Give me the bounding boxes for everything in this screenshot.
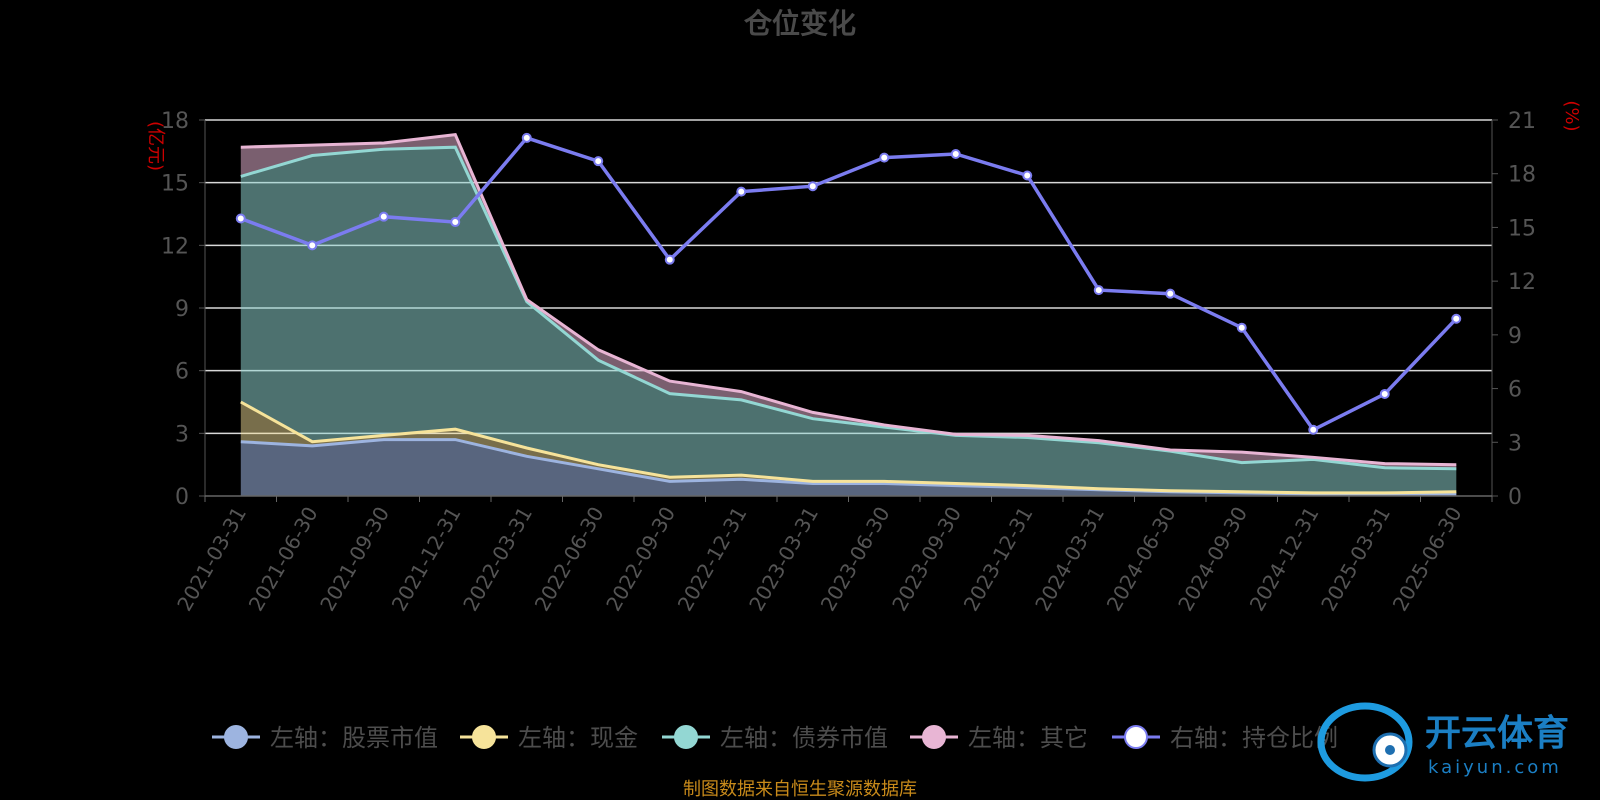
x-tick-label: 2024-03-31: [1030, 503, 1109, 616]
area-0: [240, 439, 1457, 496]
x-tick-label: 2021-12-31: [387, 503, 466, 616]
legend-marker: [674, 725, 698, 749]
ratio-point: [450, 217, 461, 228]
x-tick-label: 2021-03-31: [172, 503, 251, 616]
x-tick-label: 2024-06-30: [1102, 503, 1181, 616]
stacked-areas: [240, 134, 1457, 496]
legend-marker: [922, 725, 946, 749]
legend-label: 左轴：债券市值: [720, 724, 888, 752]
ratio-point: [950, 149, 961, 160]
ratio-point: [664, 254, 675, 265]
left-axis-unit: (亿元): [145, 121, 166, 171]
ratio-point: [1093, 285, 1104, 296]
watermark-sub: kaiyun.com: [1428, 757, 1562, 778]
area-line-3: [240, 132, 1457, 467]
left-tick-label: 6: [175, 360, 189, 385]
ratio-point: [879, 152, 890, 163]
ratio-point: [1308, 424, 1319, 435]
legend-item-1[interactable]: 左轴：现金: [460, 724, 638, 752]
legend-item-4[interactable]: 右轴：持仓比例: [1112, 724, 1338, 752]
ratio-point: [235, 213, 246, 224]
left-tick-label: 0: [175, 485, 189, 510]
legend[interactable]: 左轴：股票市值 左轴：现金 左轴：债券市值 左轴：其它 右轴：持仓比例: [212, 724, 1338, 752]
ratio-point: [1165, 288, 1176, 299]
area-2: [240, 147, 1457, 493]
ratio-point: [593, 156, 604, 167]
legend-label: 左轴：其它: [968, 724, 1088, 752]
ratio-point: [1451, 313, 1462, 324]
legend-marker: [1124, 725, 1148, 749]
right-tick-label: 9: [1508, 324, 1522, 349]
watermark-text: 开云体育: [1425, 713, 1569, 754]
right-axis-unit: (%): [1561, 100, 1582, 131]
ratio-points: [235, 132, 1462, 435]
legend-item-0[interactable]: 左轴：股票市值: [212, 724, 438, 752]
right-tick-label: 6: [1508, 378, 1522, 403]
watermark-logo: 开云体育 kaiyun.com: [1317, 702, 1569, 782]
ratio-point: [378, 211, 389, 222]
x-tick-label: 2023-06-30: [816, 503, 895, 616]
right-tick-label: 12: [1508, 270, 1536, 295]
right-tick-label: 21: [1508, 109, 1536, 134]
left-tick-label: 12: [161, 234, 189, 259]
left-tick-label: 9: [175, 297, 189, 322]
x-tick-label: 2022-03-31: [458, 503, 537, 616]
area-line-1: [240, 400, 1457, 495]
x-tick-label: 2021-09-30: [315, 503, 394, 616]
legend-marker: [472, 725, 496, 749]
ratio-point: [736, 186, 747, 197]
series-lines: [240, 132, 1458, 496]
ratio-line: [240, 135, 1458, 433]
ratio-point: [807, 181, 818, 192]
x-tick-label: 2024-12-31: [1245, 503, 1324, 616]
x-tick-label: 2021-06-30: [244, 503, 323, 616]
x-tick-label: 2022-09-30: [601, 503, 680, 616]
ratio-point: [1236, 322, 1247, 333]
right-tick-label: 0: [1508, 485, 1522, 510]
left-tick-label: 15: [161, 172, 189, 197]
ratio-point: [521, 132, 532, 143]
x-tick-label: 2023-12-31: [959, 503, 1038, 616]
x-tick-label: 2024-09-30: [1173, 503, 1252, 616]
ratio-point: [307, 240, 318, 251]
ratio-point: [1022, 170, 1033, 181]
legend-label: 左轴：现金: [518, 724, 638, 752]
right-tick-label: 15: [1508, 216, 1536, 241]
area-line-2: [240, 145, 1457, 471]
x-tick-label: 2022-06-30: [530, 503, 609, 616]
legend-label: 右轴：持仓比例: [1170, 724, 1338, 752]
ratio-point: [1379, 388, 1390, 399]
legend-label: 左轴：股票市值: [270, 724, 438, 752]
right-tick-label: 3: [1508, 431, 1522, 456]
x-tick-label: 2022-12-31: [673, 503, 752, 616]
left-tick-label: 18: [161, 109, 189, 134]
legend-marker: [224, 725, 248, 749]
left-tick-label: 3: [175, 422, 189, 447]
x-tick-label: 2023-03-31: [744, 503, 823, 616]
right-tick-label: 18: [1508, 163, 1536, 188]
data-source-note: 制图数据来自恒生聚源数据库: [683, 779, 917, 800]
chart-title: 仓位变化: [744, 7, 856, 40]
x-tick-label: 2025-06-30: [1388, 503, 1467, 616]
x-tick-label: 2025-03-31: [1316, 503, 1395, 616]
legend-item-2[interactable]: 左轴：债券市值: [662, 724, 888, 752]
legend-item-3[interactable]: 左轴：其它: [910, 724, 1088, 752]
x-tick-label: 2023-09-30: [887, 503, 966, 616]
